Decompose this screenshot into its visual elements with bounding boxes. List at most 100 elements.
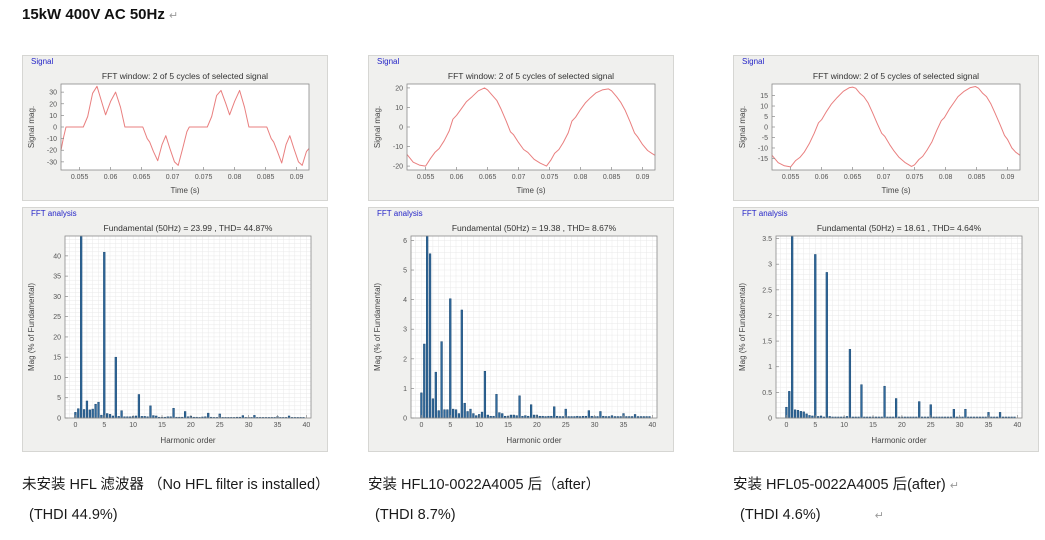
svg-text:0: 0	[764, 125, 768, 132]
signal-waveform-chart: 0.055 0.06 0.065 0.07 0.075 0.08 0.085 0.09 -15 -…	[738, 71, 1021, 195]
svg-text:Mag (% of Fundamental): Mag (% of Fundamental)	[373, 283, 382, 371]
svg-text:15: 15	[158, 422, 166, 429]
figure-caption: 安装 HFL05-0022A4005 后(after) ↵ (THDI 4.6%)…	[733, 470, 1039, 530]
svg-text:Harmonic order: Harmonic order	[160, 436, 215, 445]
svg-text:0.065: 0.065	[479, 174, 497, 181]
svg-text:0.08: 0.08	[228, 174, 242, 181]
page-title-text: 15kW 400V AC 50Hz	[22, 6, 165, 23]
svg-text:10: 10	[840, 422, 848, 429]
svg-text:Harmonic order: Harmonic order	[871, 436, 926, 445]
page-title: 15kW 400V AC 50Hz ↵	[22, 6, 178, 23]
svg-text:0: 0	[784, 422, 788, 429]
svg-text:0.055: 0.055	[71, 174, 89, 181]
svg-text:-15: -15	[758, 156, 768, 163]
svg-text:3: 3	[768, 262, 772, 269]
svg-text:Fundamental (50Hz) = 19.38 , T: Fundamental (50Hz) = 19.38 , THD= 8.67%	[452, 223, 617, 233]
svg-text:0.055: 0.055	[782, 174, 800, 181]
fft-bar-chart: 0 5 10 15 20 25 30 35 40 0 5 10 15 20 25 30 35 40 Fundamen…	[27, 223, 312, 445]
caption-line-1: 未安装 HFL 滤波器 （No HFL filter is installed）	[22, 470, 330, 500]
svg-text:2: 2	[403, 356, 407, 363]
caption-line-2: (THDI 8.7%)	[368, 500, 674, 530]
svg-text:Fundamental (50Hz) = 18.61 , T: Fundamental (50Hz) = 18.61 , THD= 4.64%	[817, 223, 982, 233]
svg-text:25: 25	[927, 422, 935, 429]
signal-panel-label: Signal	[740, 57, 767, 67]
figure-caption: 安装 HFL10-0022A4005 后（after） (THDI 8.7%)	[368, 470, 674, 530]
svg-text:Signal mag.: Signal mag.	[738, 106, 747, 148]
svg-text:0: 0	[419, 422, 423, 429]
caption-thdi-text: (THDI 8.7%)	[375, 507, 456, 523]
svg-text:30: 30	[591, 422, 599, 429]
svg-text:1: 1	[403, 386, 407, 393]
paragraph-return-mark: ↵	[168, 10, 179, 22]
caption-thdi-text: (THDI 44.9%)	[29, 507, 118, 523]
fft-bar-chart: 0 5 10 15 20 25 30 35 40 0 0.5 1 1.5 2 2.5 3 3.5 Fundamen…	[738, 223, 1023, 445]
svg-text:5: 5	[764, 114, 768, 121]
svg-text:10: 10	[129, 422, 137, 429]
fft-analysis-panel: FFT analysis 0 5 10 15 20 25 30 35 40 0 0.5 1 1.5 2 2.…	[733, 207, 1039, 452]
svg-text:15: 15	[504, 422, 512, 429]
svg-text:40: 40	[648, 422, 656, 429]
svg-text:10: 10	[49, 113, 57, 120]
paragraph-return-mark: ↵	[874, 510, 884, 522]
signal-panel-label: Signal	[29, 57, 56, 67]
caption-text: 未安装 HFL 滤波器 （No HFL filter is installed）	[22, 477, 330, 493]
svg-text:5: 5	[448, 422, 452, 429]
svg-text:0.07: 0.07	[512, 174, 526, 181]
svg-text:0.07: 0.07	[877, 174, 891, 181]
svg-text:0: 0	[403, 416, 407, 423]
svg-text:0: 0	[399, 125, 403, 132]
svg-text:3: 3	[403, 327, 407, 334]
svg-text:35: 35	[53, 274, 61, 281]
fft-panel-label: FFT analysis	[740, 209, 790, 219]
svg-text:5: 5	[57, 395, 61, 402]
svg-text:20: 20	[49, 101, 57, 108]
fft-panel-label: FFT analysis	[29, 209, 79, 219]
svg-text:Mag (% of Fundamental): Mag (% of Fundamental)	[738, 283, 747, 371]
svg-text:Harmonic order: Harmonic order	[506, 436, 561, 445]
svg-text:4: 4	[403, 297, 407, 304]
svg-text:0: 0	[768, 416, 772, 423]
svg-text:0.09: 0.09	[636, 174, 650, 181]
svg-text:Time (s): Time (s)	[516, 186, 545, 195]
svg-text:25: 25	[562, 422, 570, 429]
svg-text:Mag (% of Fundamental): Mag (% of Fundamental)	[27, 283, 36, 371]
svg-text:35: 35	[620, 422, 628, 429]
svg-text:0.065: 0.065	[133, 174, 151, 181]
svg-text:0.08: 0.08	[939, 174, 953, 181]
caption-text: 安装 HFL10-0022A4005 后（after）	[368, 477, 601, 493]
svg-text:30: 30	[956, 422, 964, 429]
svg-text:20: 20	[898, 422, 906, 429]
svg-text:40: 40	[1013, 422, 1021, 429]
svg-text:-10: -10	[393, 144, 403, 151]
svg-text:20: 20	[533, 422, 541, 429]
svg-text:0: 0	[57, 416, 61, 423]
fft-panel-label: FFT analysis	[375, 209, 425, 219]
caption-text: 安装 HFL05-0022A4005 后(after)	[733, 477, 946, 493]
svg-text:30: 30	[53, 294, 61, 301]
fft-bar-chart: 0 5 10 15 20 25 30 35 40 0 1 2 3 4 5 6 Fundamental (50Hz…	[373, 223, 658, 445]
svg-text:0.09: 0.09	[290, 174, 304, 181]
svg-text:15: 15	[760, 93, 768, 100]
svg-text:0.06: 0.06	[815, 174, 829, 181]
svg-text:25: 25	[53, 314, 61, 321]
svg-text:0: 0	[53, 125, 57, 132]
svg-text:10: 10	[53, 375, 61, 382]
svg-text:10: 10	[760, 104, 768, 111]
svg-text:5: 5	[813, 422, 817, 429]
caption-line-1: 安装 HFL05-0022A4005 后(after) ↵	[733, 470, 1039, 500]
signal-waveform-chart: 0.055 0.06 0.065 0.07 0.075 0.08 0.085 0.09 -20 -…	[373, 71, 656, 195]
svg-text:0.06: 0.06	[450, 174, 464, 181]
svg-text:FFT window: 2 of 5 cycles of s: FFT window: 2 of 5 cycles of selected si…	[102, 71, 268, 81]
signal-waveform-chart: 0.055 0.06 0.065 0.07 0.075 0.08 0.085 0.09 -30 -…	[27, 71, 310, 195]
column-no-filter: Signal 0.055 0.06 0.065 0.07 0.075 0.08 0.085 0…	[22, 55, 330, 530]
svg-text:30: 30	[49, 90, 57, 97]
svg-text:0: 0	[73, 422, 77, 429]
svg-text:Signal mag.: Signal mag.	[373, 106, 382, 148]
svg-text:5: 5	[102, 422, 106, 429]
svg-text:20: 20	[395, 85, 403, 92]
svg-text:40: 40	[302, 422, 310, 429]
svg-text:6: 6	[403, 238, 407, 245]
caption-line-2: (THDI 44.9%)	[22, 500, 328, 530]
svg-text:0.075: 0.075	[195, 174, 213, 181]
svg-text:Fundamental (50Hz) = 23.99 , T: Fundamental (50Hz) = 23.99 , THD= 44.87%	[104, 223, 273, 233]
